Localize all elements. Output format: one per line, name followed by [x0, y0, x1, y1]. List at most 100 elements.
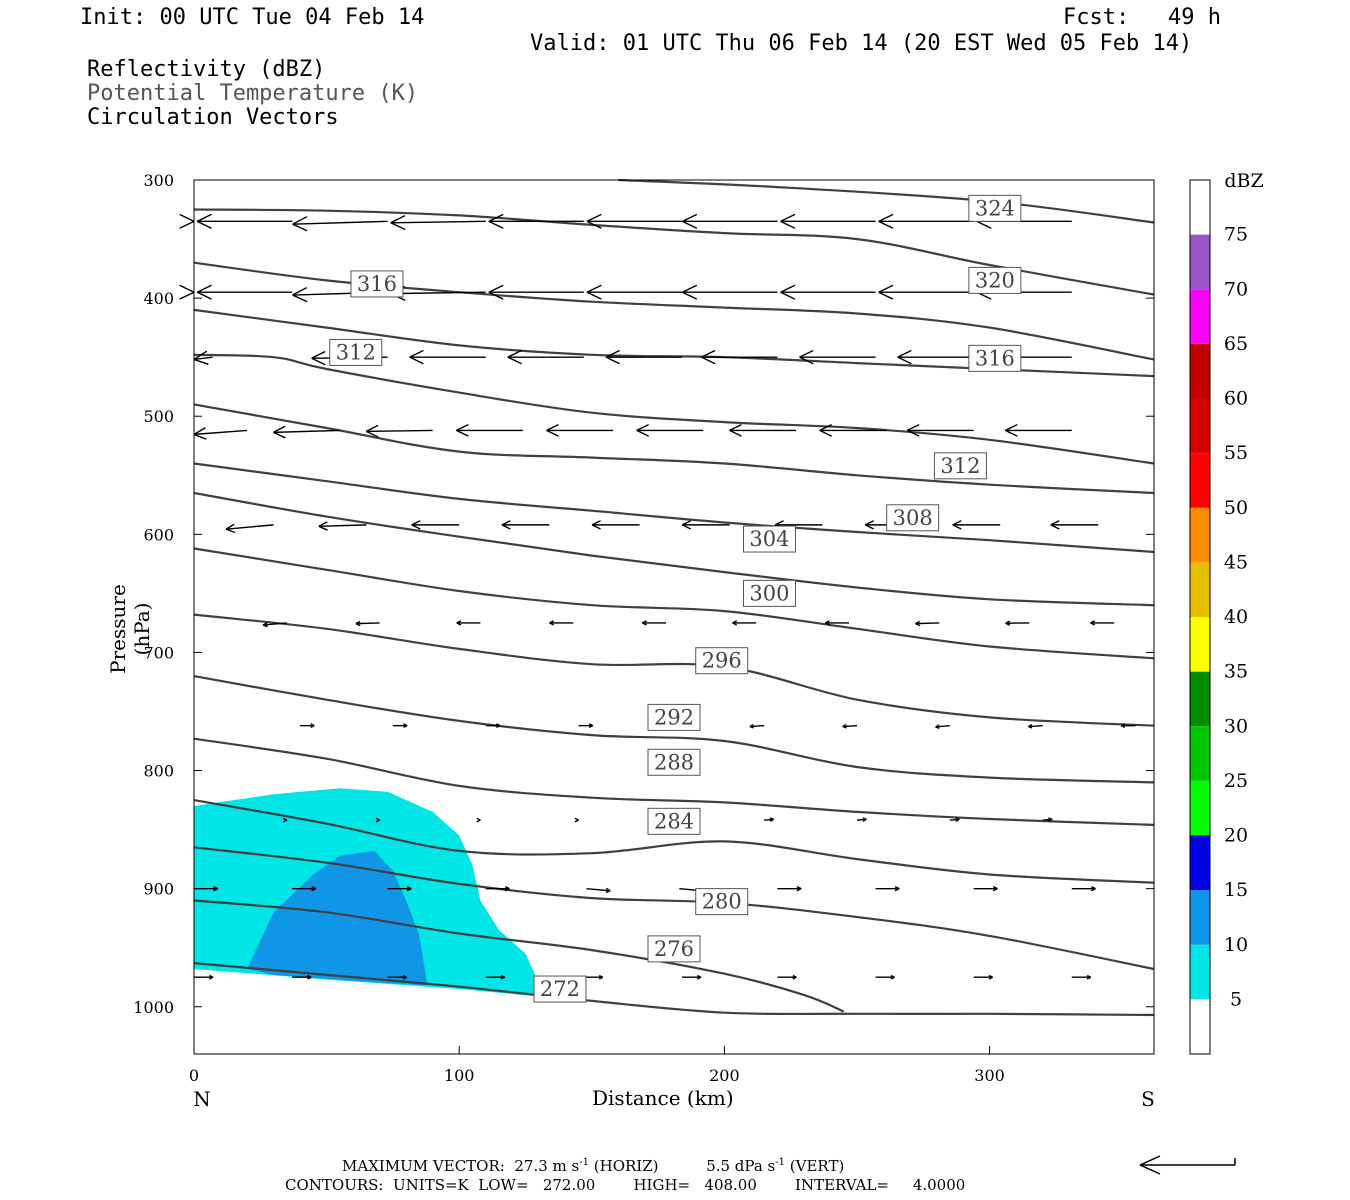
- circulation-vector: [701, 349, 778, 365]
- vector-head: [681, 524, 692, 530]
- vector-head: [1050, 520, 1060, 526]
- vector-head: [729, 423, 742, 432]
- circulation-vector: [799, 349, 876, 365]
- circulation-vector: [906, 423, 974, 437]
- vector-head: [500, 974, 506, 978]
- vector-head: [307, 974, 312, 978]
- vector-head: [209, 974, 214, 978]
- reflectivity-region-10dbz: [247, 850, 428, 986]
- circulation-vector: [193, 427, 248, 440]
- colorbar-label-20: 20: [1224, 825, 1248, 847]
- colorbar-segment-25: [1190, 726, 1210, 781]
- circulation-vector: [1005, 620, 1030, 626]
- theta-contour-288: [193, 737, 1155, 826]
- circulation-vector: [636, 423, 704, 437]
- circulation-vector: [488, 213, 584, 229]
- circulation-vector: [591, 520, 640, 530]
- y-tick-label-900: 900: [143, 880, 174, 899]
- y-axis-title: Pressure (hPa): [106, 584, 154, 674]
- vector-head: [403, 723, 408, 727]
- vector-head: [749, 725, 754, 729]
- colorbar-segment-60: [1190, 343, 1210, 399]
- vector-head: [897, 349, 912, 358]
- contour-label-box-308: [886, 504, 940, 532]
- contour-label-box-272: [533, 975, 587, 1003]
- contour-label-box-284: [647, 807, 701, 835]
- y-tick-label-300: 300: [143, 171, 174, 190]
- vector-head: [501, 524, 511, 530]
- colorbar-frame: [1189, 179, 1211, 1055]
- circulation-vector: [952, 520, 1001, 530]
- circulation-vector: [682, 213, 778, 229]
- x-tick-label-100: 100: [444, 1066, 475, 1085]
- vector-shaft: [390, 220, 486, 224]
- max-vector-vert-tag: (VERT): [789, 1157, 845, 1175]
- circulation-vector: [973, 974, 993, 980]
- vector-head: [1048, 817, 1053, 820]
- vector-head: [864, 524, 875, 530]
- circulation-vector: [390, 214, 486, 231]
- vector-head: [935, 726, 940, 730]
- vector-head: [196, 284, 212, 293]
- max-vector-horiz: MAXIMUM VECTOR: 27.3 m s: [342, 1157, 580, 1175]
- circulation-vector: [897, 349, 974, 365]
- circulation-vector: [318, 521, 367, 531]
- vector-head: [796, 885, 802, 890]
- vector-head: [878, 284, 894, 293]
- vector-head: [955, 817, 960, 820]
- vector-head: [605, 356, 620, 365]
- vector-shaft: [225, 524, 274, 530]
- vector-head: [819, 423, 832, 432]
- contour-label-276: 276: [654, 937, 694, 961]
- circulation-vector: [411, 520, 460, 530]
- vector-shaft: [318, 524, 367, 528]
- init-time: Init: 00 UTC Tue 04 Feb 14: [80, 5, 425, 30]
- theta-contour-312: [193, 403, 1155, 495]
- circulation-vector: [485, 723, 501, 729]
- vector-head: [196, 213, 212, 222]
- circulation-vector: [1050, 520, 1099, 530]
- circulation-vector: [732, 620, 757, 626]
- vector-head: [292, 216, 308, 225]
- theta-contour-272: [193, 962, 1155, 1017]
- contour-label-316: 316: [357, 272, 397, 296]
- contour-label-272: 272: [540, 977, 580, 1001]
- y-tick-label-1000: 1000: [133, 998, 174, 1017]
- circulation-vector: [485, 974, 506, 980]
- circulation-vector: [292, 885, 317, 892]
- x-tick-label-300: 300: [974, 1066, 1005, 1085]
- circulation-vector: [764, 817, 775, 822]
- x-tick-label-200: 200: [709, 1066, 740, 1085]
- colorbar-label-10: 10: [1224, 934, 1248, 956]
- vector-head: [501, 520, 511, 526]
- vector-head: [411, 524, 421, 530]
- circulation-vector: [824, 620, 850, 626]
- max-vector-line: MAXIMUM VECTOR: 27.3 m s-1 (HORIZ) 5.5 d…: [342, 1157, 845, 1175]
- theta-contour-300: [193, 547, 1155, 660]
- vector-head: [769, 817, 774, 820]
- circulation-vector: [819, 423, 887, 437]
- vector-head: [1120, 725, 1126, 729]
- contour-label-292: 292: [654, 705, 694, 729]
- vector-shaft: [263, 622, 287, 626]
- vector-head: [682, 213, 698, 222]
- reference-vector-arrow: [1139, 1155, 1236, 1175]
- colorbar-unit: dBZ: [1224, 170, 1263, 192]
- vector-shaft: [1028, 724, 1043, 728]
- theta-contour-280: [193, 846, 1155, 971]
- contour-label-312: 312: [336, 340, 376, 364]
- vector-head: [1004, 423, 1018, 432]
- contour-label-box-324: [968, 194, 1022, 222]
- circulation-vector: [1120, 723, 1136, 729]
- circulation-vector: [485, 885, 510, 892]
- vector-head: [1004, 429, 1018, 437]
- vector-head: [605, 887, 611, 892]
- colorbar-segment-30: [1190, 671, 1210, 727]
- vector-head: [549, 622, 555, 626]
- x-axis-title: Distance (km): [592, 1086, 734, 1110]
- vector-shaft: [935, 724, 950, 728]
- contour-label-box-300: [742, 579, 796, 607]
- theta-contour-320: [193, 208, 1155, 296]
- contour-label-284: 284: [654, 809, 694, 833]
